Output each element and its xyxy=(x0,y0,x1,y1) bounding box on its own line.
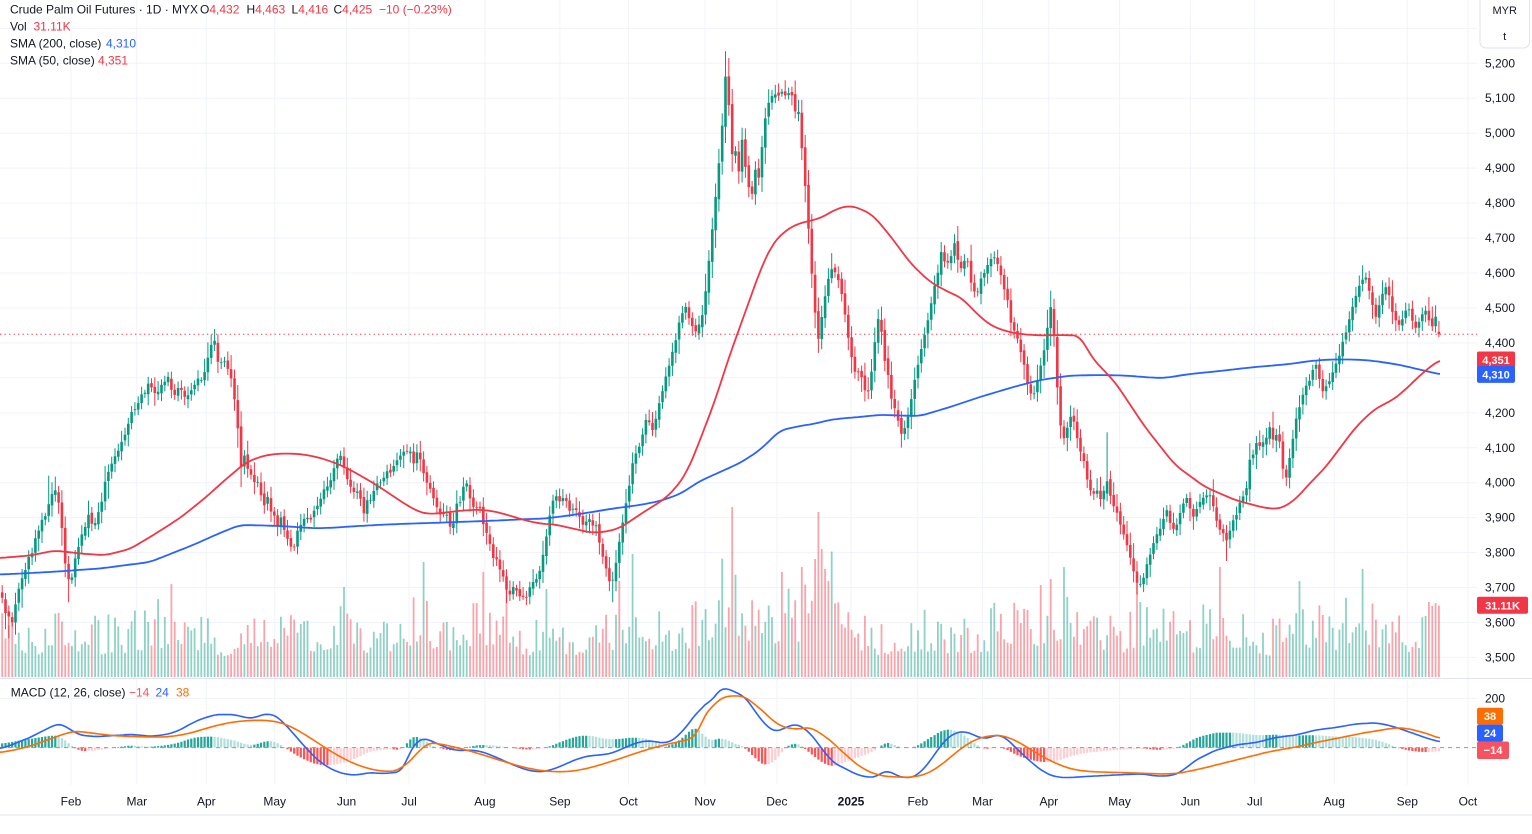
svg-text:Sep: Sep xyxy=(1397,795,1419,809)
svg-text:Feb: Feb xyxy=(61,795,82,809)
svg-text:SMA (50, close)4,351: SMA (50, close) 4,351 xyxy=(10,54,128,68)
svg-text:31.11K: 31.11K xyxy=(1485,600,1520,612)
svg-text:Sep: Sep xyxy=(549,795,571,809)
svg-text:Jul: Jul xyxy=(401,795,416,809)
svg-text:24: 24 xyxy=(1484,728,1497,740)
svg-text:4,351: 4,351 xyxy=(1482,355,1510,367)
svg-text:3,600: 3,600 xyxy=(1485,616,1515,630)
svg-text:−14: −14 xyxy=(1484,745,1504,757)
svg-text:4,000: 4,000 xyxy=(1485,476,1515,490)
svg-text:Nov: Nov xyxy=(694,795,715,809)
svg-text:Oct: Oct xyxy=(1459,795,1478,809)
svg-text:Jun: Jun xyxy=(337,795,356,809)
svg-text:5,200: 5,200 xyxy=(1485,56,1515,70)
svg-text:Apr: Apr xyxy=(1039,795,1058,809)
svg-text:Jul: Jul xyxy=(1247,795,1262,809)
svg-text:May: May xyxy=(1108,795,1131,809)
svg-text:4,310: 4,310 xyxy=(1482,369,1510,381)
svg-text:May: May xyxy=(263,795,286,809)
svg-text:2025: 2025 xyxy=(838,795,865,809)
svg-text:Oct: Oct xyxy=(619,795,638,809)
svg-text:3,800: 3,800 xyxy=(1485,546,1515,560)
svg-text:4,200: 4,200 xyxy=(1485,406,1515,420)
svg-text:4,700: 4,700 xyxy=(1485,231,1515,245)
svg-text:4,600: 4,600 xyxy=(1485,266,1515,280)
svg-text:5,100: 5,100 xyxy=(1485,91,1515,105)
svg-text:3,700: 3,700 xyxy=(1485,581,1515,595)
svg-text:Mar: Mar xyxy=(126,795,147,809)
svg-text:Dec: Dec xyxy=(766,795,787,809)
svg-text:SMA (200, close)4,310: SMA (200, close) 4,310 xyxy=(10,37,136,51)
svg-text:4,100: 4,100 xyxy=(1485,441,1515,455)
svg-text:Jun: Jun xyxy=(1181,795,1200,809)
svg-text:3,500: 3,500 xyxy=(1485,650,1515,664)
svg-text:MYR: MYR xyxy=(1492,5,1517,17)
svg-text:38: 38 xyxy=(1484,711,1496,723)
svg-text:4,800: 4,800 xyxy=(1485,196,1515,210)
svg-text:4,400: 4,400 xyxy=(1485,336,1515,350)
svg-text:4,500: 4,500 xyxy=(1485,301,1515,315)
svg-text:t: t xyxy=(1503,31,1506,43)
svg-text:4,900: 4,900 xyxy=(1485,161,1515,175)
svg-text:Crude Palm Oil Futures · 1D ·: Crude Palm Oil Futures · 1D · MYX O4,432 H… xyxy=(10,3,452,17)
svg-text:Apr: Apr xyxy=(197,795,216,809)
svg-text:Feb: Feb xyxy=(907,795,928,809)
svg-text:Aug: Aug xyxy=(1324,795,1345,809)
svg-text:5,000: 5,000 xyxy=(1485,126,1515,140)
svg-text:Aug: Aug xyxy=(474,795,495,809)
svg-text:200: 200 xyxy=(1485,691,1505,705)
svg-text:Mar: Mar xyxy=(972,795,993,809)
svg-text:3,900: 3,900 xyxy=(1485,511,1515,525)
